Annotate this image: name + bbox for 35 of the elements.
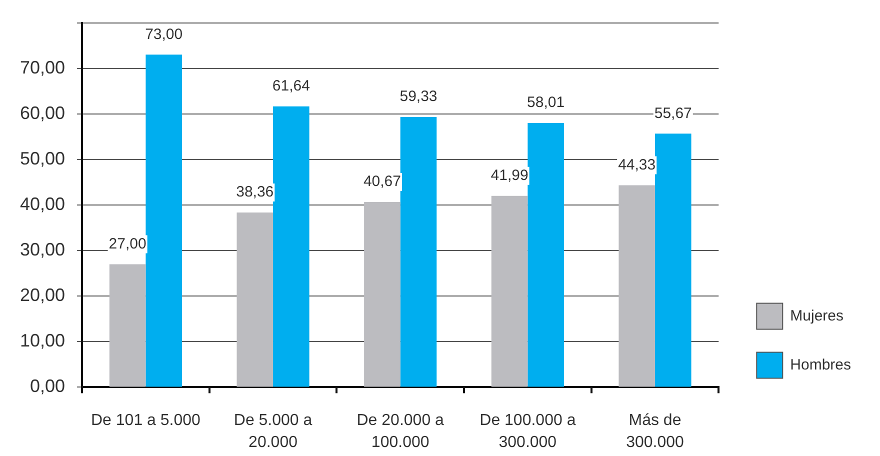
y-tick-label: 50,00 (20, 148, 66, 168)
y-tick-label: 30,00 (20, 240, 66, 260)
data-label: 41,99 (490, 167, 528, 184)
x-tick-label: De 5.000 a 20.000 (234, 412, 312, 452)
data-label: 61,64 (272, 78, 310, 95)
y-tick-label: 0,00 (30, 376, 66, 396)
data-label: 73,00 (145, 26, 183, 43)
bar (364, 202, 400, 387)
y-tick-label: 60,00 (20, 102, 66, 123)
bar (273, 106, 310, 387)
bar (146, 54, 182, 387)
data-label: 40,67 (363, 173, 401, 190)
y-tick-label: 40,00 (20, 194, 66, 214)
bar (618, 185, 655, 387)
bar (400, 116, 437, 387)
legend-label: Mujeres (790, 307, 844, 324)
x-tick-label: De 101 a 5.000 (90, 412, 201, 429)
bar (654, 134, 692, 387)
data-label: 27,00 (108, 235, 146, 252)
data-label: 59,33 (400, 88, 438, 106)
bar (236, 212, 274, 387)
y-tick-label: 10,00 (20, 330, 66, 351)
y-tick-label: 70,00 (20, 57, 66, 78)
x-tick-label: Más de 300.000 (626, 412, 684, 452)
y-tick-label: 20,00 (20, 285, 66, 306)
data-label: 44,33 (618, 156, 656, 174)
x-tick-label: De 100.000 a 300.000 (480, 412, 576, 452)
x-tick-label: De 20.000 a 100.000 (356, 412, 444, 452)
bar (109, 264, 146, 387)
data-label: 55,67 (654, 104, 692, 122)
bar (491, 196, 528, 387)
data-label: 58,01 (527, 94, 565, 112)
bar (528, 122, 564, 387)
data-label: 38,36 (236, 184, 274, 201)
legend-label: Hombres (790, 356, 852, 374)
